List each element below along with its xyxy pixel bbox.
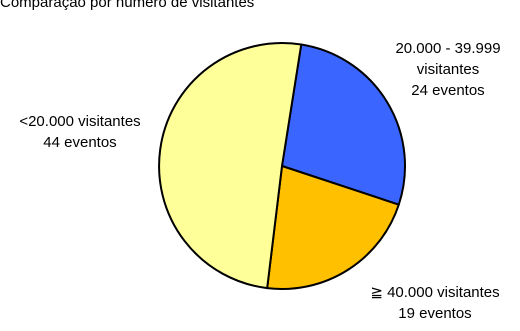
slice-label-line: visitantes [416,61,480,78]
chart-title: Comparação por número de visitantes [0,0,255,11]
slice-label-line: 24 eventos [411,82,485,99]
slice-label-line: 19 eventos [398,305,472,322]
slice-label-line: 44 eventos [43,134,117,151]
pie-slice-0 [281,43,406,206]
slice-label-line: ≧ 40.000 visitantes [370,284,500,301]
pie-slice-1 [266,165,400,290]
slice-label-20000-39999: 20.000 - 39.999 visitantes 24 eventos [386,38,510,101]
pie-slice-2 [158,42,303,290]
slice-label-line: 20.000 - 39.999 [395,40,501,57]
slice-label-40000-plus: ≧ 40.000 visitantes 19 eventos [352,282,518,324]
slice-label-under-20000: <20.000 visitantes 44 eventos [0,111,160,153]
slice-label-line: <20.000 visitantes [19,113,141,130]
